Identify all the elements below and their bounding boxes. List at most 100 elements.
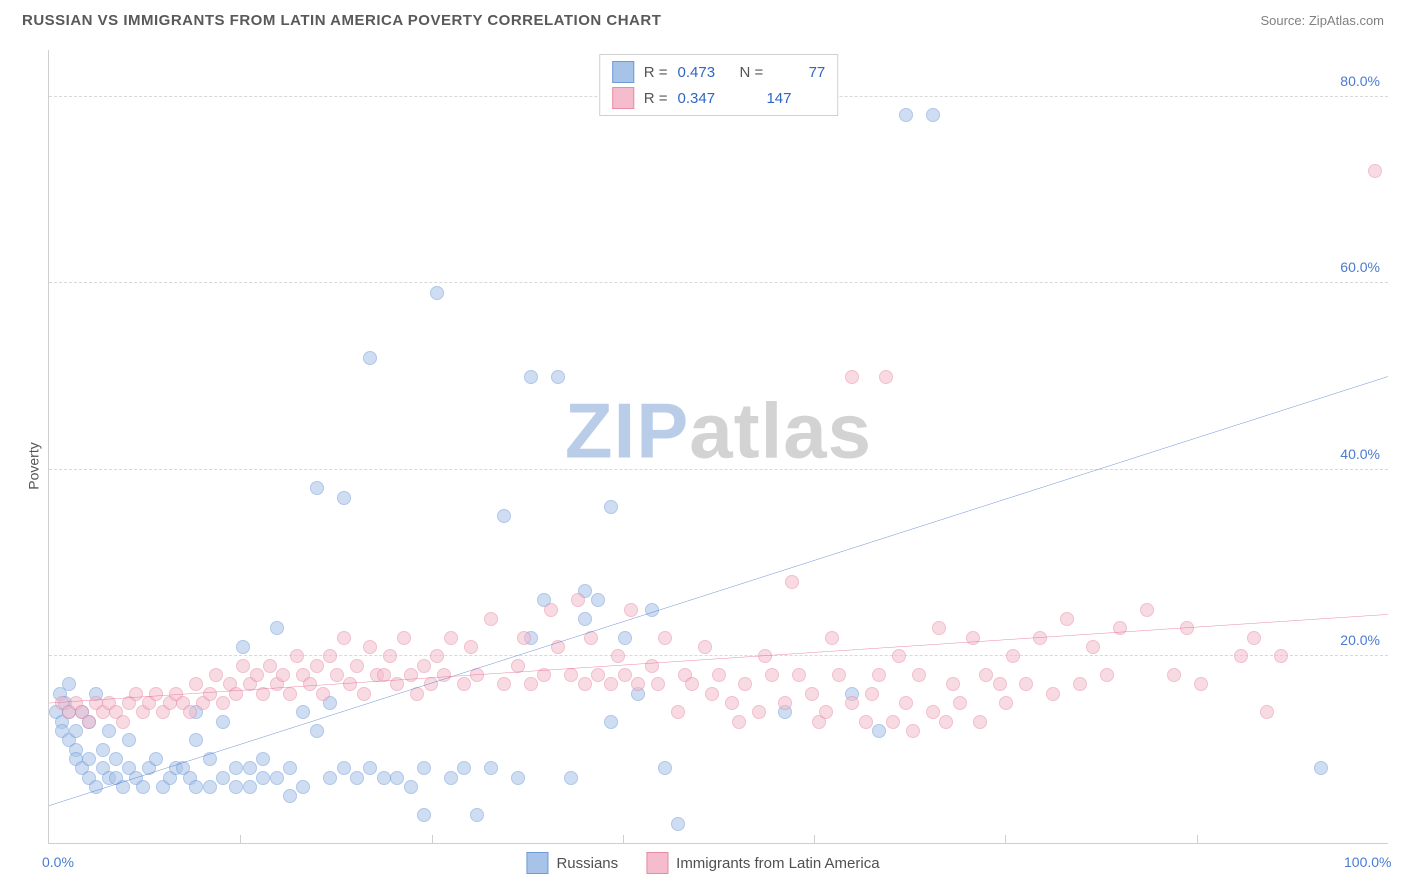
data-point xyxy=(511,771,525,785)
legend-label-latin: Immigrants from Latin America xyxy=(676,855,879,872)
data-point xyxy=(404,668,418,682)
data-point xyxy=(738,677,752,691)
data-point xyxy=(926,705,940,719)
data-point xyxy=(216,715,230,729)
data-point xyxy=(457,677,471,691)
data-point xyxy=(886,715,900,729)
data-point xyxy=(350,659,364,673)
data-point xyxy=(189,780,203,794)
legend-row-latin: R = 0.347 147 xyxy=(612,87,826,109)
data-point xyxy=(263,659,277,673)
data-point xyxy=(343,677,357,691)
chart-container: Poverty ZIPatlas R = 0.473 N = 77 R = 0.… xyxy=(0,40,1406,892)
watermark-atlas: atlas xyxy=(689,386,872,474)
data-point xyxy=(62,677,76,691)
r-value-latin: 0.347 xyxy=(678,90,730,107)
data-point xyxy=(390,771,404,785)
data-point xyxy=(296,705,310,719)
data-point xyxy=(383,649,397,663)
data-point xyxy=(116,780,130,794)
y-tick-label: 20.0% xyxy=(1340,632,1380,648)
x-minor-tick xyxy=(1197,835,1198,843)
data-point xyxy=(1247,631,1261,645)
data-point xyxy=(973,715,987,729)
data-point xyxy=(417,659,431,673)
source-attribution: Source: ZipAtlas.com xyxy=(1260,13,1384,28)
data-point xyxy=(424,677,438,691)
data-point xyxy=(725,696,739,710)
data-point xyxy=(129,687,143,701)
gridline xyxy=(49,655,1388,656)
data-point xyxy=(203,687,217,701)
data-point xyxy=(912,668,926,682)
data-point xyxy=(611,649,625,663)
data-point xyxy=(832,668,846,682)
data-point xyxy=(363,761,377,775)
data-point xyxy=(758,649,772,663)
data-point xyxy=(484,612,498,626)
data-point xyxy=(899,108,913,122)
data-point xyxy=(377,771,391,785)
swatch-russians xyxy=(612,61,634,83)
data-point xyxy=(765,668,779,682)
data-point xyxy=(618,668,632,682)
data-point xyxy=(785,575,799,589)
data-point xyxy=(939,715,953,729)
data-point xyxy=(658,761,672,775)
legend-label-russians: Russians xyxy=(556,855,618,872)
swatch-latin xyxy=(646,852,668,874)
data-point xyxy=(1019,677,1033,691)
y-tick-label: 40.0% xyxy=(1340,446,1380,462)
x-minor-tick xyxy=(814,835,815,843)
data-point xyxy=(323,649,337,663)
series-legend: Russians Immigrants from Latin America xyxy=(526,852,879,874)
swatch-russians xyxy=(526,852,548,874)
data-point xyxy=(256,687,270,701)
data-point xyxy=(604,500,618,514)
data-point xyxy=(511,659,525,673)
data-point xyxy=(497,509,511,523)
correlation-legend: R = 0.473 N = 77 R = 0.347 147 xyxy=(599,54,839,116)
data-point xyxy=(551,370,565,384)
data-point xyxy=(1113,621,1127,635)
data-point xyxy=(932,621,946,635)
x-tick-max: 100.0% xyxy=(1344,854,1391,870)
watermark: ZIPatlas xyxy=(565,385,872,476)
data-point xyxy=(430,286,444,300)
data-point xyxy=(645,603,659,617)
data-point xyxy=(377,668,391,682)
data-point xyxy=(544,603,558,617)
data-point xyxy=(189,677,203,691)
data-point xyxy=(752,705,766,719)
data-point xyxy=(671,817,685,831)
data-point xyxy=(1033,631,1047,645)
data-point xyxy=(825,631,839,645)
data-point xyxy=(357,687,371,701)
watermark-zip: ZIP xyxy=(565,386,689,474)
data-point xyxy=(517,631,531,645)
data-point xyxy=(397,631,411,645)
data-point xyxy=(350,771,364,785)
data-point xyxy=(564,771,578,785)
data-point xyxy=(1167,668,1181,682)
legend-item-latin: Immigrants from Latin America xyxy=(646,852,879,874)
data-point xyxy=(591,593,605,607)
data-point xyxy=(524,677,538,691)
data-point xyxy=(216,771,230,785)
x-tick-min: 0.0% xyxy=(42,854,74,870)
data-point xyxy=(243,761,257,775)
data-point xyxy=(444,771,458,785)
data-point xyxy=(631,677,645,691)
data-point xyxy=(845,370,859,384)
data-point xyxy=(283,789,297,803)
data-point xyxy=(645,659,659,673)
data-point xyxy=(712,668,726,682)
n-value-latin: 147 xyxy=(740,90,792,107)
data-point xyxy=(209,668,223,682)
data-point xyxy=(792,668,806,682)
x-minor-tick xyxy=(240,835,241,843)
data-point xyxy=(1073,677,1087,691)
data-point xyxy=(203,752,217,766)
data-point xyxy=(1140,603,1154,617)
data-point xyxy=(1368,164,1382,178)
